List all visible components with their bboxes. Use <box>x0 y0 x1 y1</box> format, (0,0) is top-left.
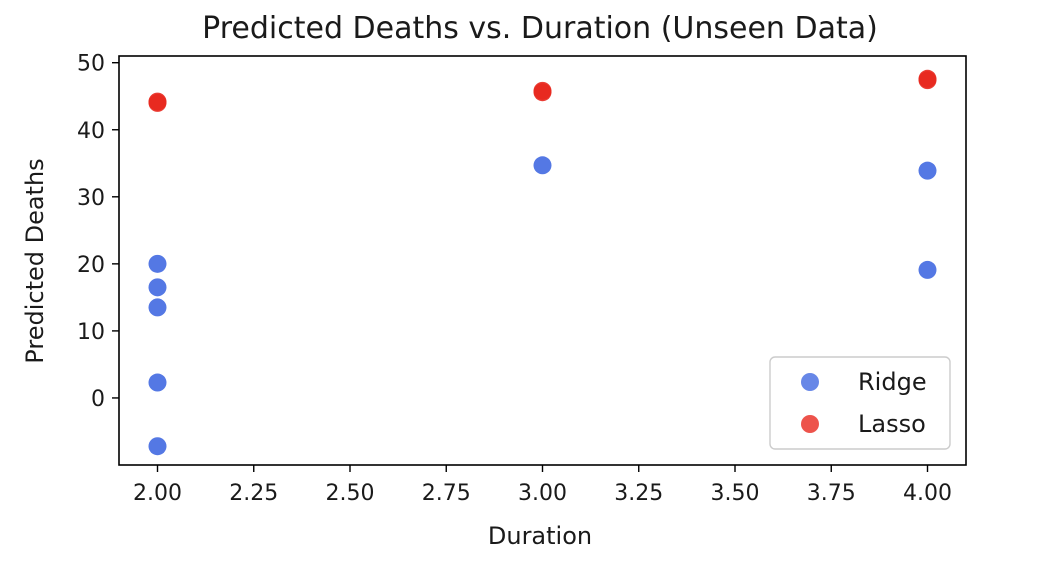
x-tick-label: 2.25 <box>229 481 278 506</box>
x-tick-label: 3.50 <box>711 481 760 506</box>
legend-label-lasso: Lasso <box>858 410 926 438</box>
data-point-lasso-5 <box>918 69 937 88</box>
chart-title: Predicted Deaths vs. Duration (Unseen Da… <box>202 11 878 46</box>
y-tick-label: 0 <box>91 387 105 412</box>
data-point-ridge-4 <box>148 437 167 456</box>
legend: Ridge Lasso <box>769 356 951 450</box>
y-tick-label: 40 <box>77 119 105 144</box>
y-tick-label: 50 <box>77 52 105 77</box>
y-axis-label: Predicted Deaths <box>21 158 49 363</box>
data-point-ridge-7 <box>918 260 937 279</box>
plot-area: 2.00 2.25 2.50 2.75 3.00 3.25 3.50 3.75 4.00 0 10 2… <box>77 52 967 506</box>
data-point-ridge-0 <box>148 254 167 273</box>
x-tick-label: 4.00 <box>903 481 952 506</box>
x-tick-label: 3.25 <box>614 481 663 506</box>
data-point-ridge-5 <box>533 156 552 175</box>
data-point-ridge-6 <box>918 161 937 180</box>
data-point-ridge-1 <box>148 278 167 297</box>
x-tick-label: 3.75 <box>807 481 856 506</box>
x-tick-label: 2.00 <box>133 481 182 506</box>
data-point-ridge-3 <box>148 373 167 392</box>
data-point-lasso-3 <box>533 83 552 102</box>
y-tick-label: 20 <box>77 253 105 278</box>
y-tick-label: 30 <box>77 186 105 211</box>
x-tick-label: 2.75 <box>422 481 471 506</box>
x-axis-label: Duration <box>488 522 592 550</box>
legend-label-ridge: Ridge <box>858 368 927 396</box>
data-point-ridge-2 <box>148 298 167 317</box>
legend-marker-lasso <box>801 415 819 433</box>
legend-marker-ridge <box>801 373 819 391</box>
x-tick-label: 2.50 <box>326 481 375 506</box>
x-tick-label: 3.00 <box>518 481 567 506</box>
y-tick-label: 10 <box>77 320 105 345</box>
data-point-lasso-1 <box>148 92 167 111</box>
